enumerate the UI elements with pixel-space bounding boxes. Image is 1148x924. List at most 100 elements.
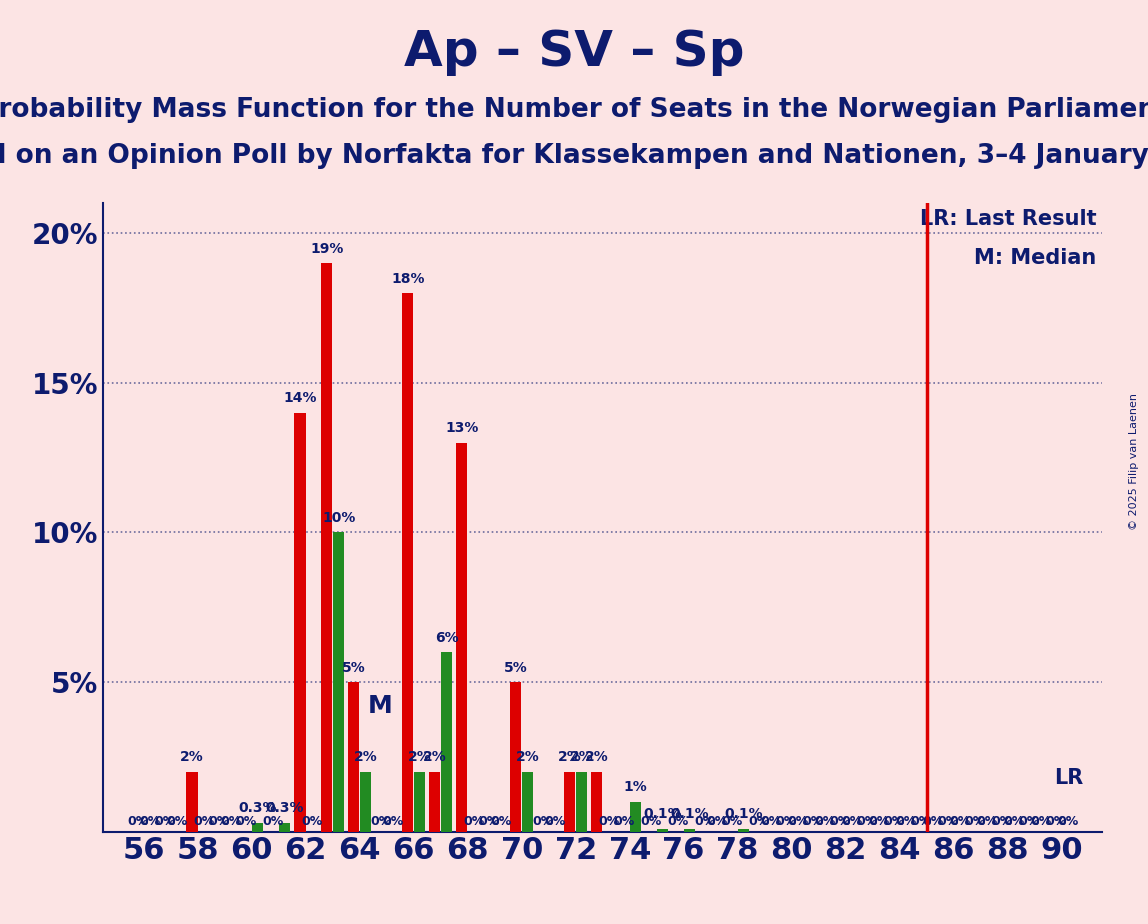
- Text: 0%: 0%: [964, 815, 985, 828]
- Text: 0%: 0%: [301, 815, 323, 828]
- Bar: [510, 682, 521, 832]
- Text: 2%: 2%: [422, 750, 447, 764]
- Text: 0%: 0%: [949, 815, 970, 828]
- Bar: [279, 822, 290, 832]
- Bar: [360, 772, 371, 832]
- Text: 2%: 2%: [569, 750, 594, 764]
- Text: © 2025 Filip van Laenen: © 2025 Filip van Laenen: [1130, 394, 1139, 530]
- Text: 0%: 0%: [382, 815, 403, 828]
- Text: 0%: 0%: [208, 815, 230, 828]
- Text: 0%: 0%: [235, 815, 256, 828]
- Text: 0.1%: 0.1%: [670, 808, 709, 821]
- Text: 1%: 1%: [623, 780, 647, 795]
- Text: 0%: 0%: [127, 815, 148, 828]
- Text: 0.3%: 0.3%: [239, 801, 277, 815]
- Text: 2%: 2%: [584, 750, 608, 764]
- Text: 0%: 0%: [463, 815, 484, 828]
- Text: 14%: 14%: [284, 391, 317, 406]
- Text: 0%: 0%: [695, 815, 715, 828]
- Text: 0%: 0%: [166, 815, 187, 828]
- Bar: [348, 682, 359, 832]
- Bar: [429, 772, 441, 832]
- Text: 5%: 5%: [504, 661, 528, 675]
- Text: 0%: 0%: [910, 815, 931, 828]
- Bar: [738, 829, 750, 832]
- Text: 0%: 0%: [721, 815, 743, 828]
- Bar: [333, 532, 344, 832]
- Text: 0%: 0%: [613, 815, 635, 828]
- Text: 0%: 0%: [991, 815, 1013, 828]
- Bar: [186, 772, 197, 832]
- Text: Probability Mass Function for the Number of Seats in the Norwegian Parliament: Probability Mass Function for the Number…: [0, 97, 1148, 123]
- Text: 0%: 0%: [937, 815, 959, 828]
- Text: Ap – SV – Sp: Ap – SV – Sp: [404, 28, 744, 76]
- Text: 0%: 0%: [1003, 815, 1024, 828]
- Bar: [321, 263, 333, 832]
- Text: LR: LR: [1054, 768, 1084, 788]
- Text: 0%: 0%: [1018, 815, 1039, 828]
- Text: 0%: 0%: [829, 815, 851, 828]
- Text: 0%: 0%: [706, 815, 727, 828]
- Bar: [576, 772, 588, 832]
- Text: 0%: 0%: [220, 815, 241, 828]
- Text: 0%: 0%: [154, 815, 176, 828]
- Text: 0%: 0%: [814, 815, 836, 828]
- Text: LR: Last Result: LR: Last Result: [920, 209, 1096, 229]
- Bar: [253, 822, 263, 832]
- Text: 2%: 2%: [354, 750, 378, 764]
- Text: 0%: 0%: [490, 815, 511, 828]
- Text: 0%: 0%: [139, 815, 161, 828]
- Bar: [456, 443, 467, 832]
- Text: M: Median: M: Median: [975, 249, 1096, 268]
- Text: 2%: 2%: [180, 750, 203, 764]
- Text: 5%: 5%: [342, 661, 366, 675]
- Bar: [414, 772, 426, 832]
- Text: 0%: 0%: [544, 815, 565, 828]
- Text: Based on an Opinion Poll by Norfakta for Klassekampen and Nationen, 3–4 January : Based on an Opinion Poll by Norfakta for…: [0, 143, 1148, 169]
- Bar: [657, 829, 668, 832]
- Text: 0%: 0%: [262, 815, 284, 828]
- Text: 0%: 0%: [856, 815, 877, 828]
- Bar: [294, 413, 305, 832]
- Text: 0%: 0%: [1045, 815, 1066, 828]
- Text: 0.3%: 0.3%: [265, 801, 304, 815]
- Text: 2%: 2%: [515, 750, 540, 764]
- Text: 0%: 0%: [841, 815, 862, 828]
- Text: 13%: 13%: [445, 421, 479, 435]
- Text: 0%: 0%: [802, 815, 823, 828]
- Text: 0%: 0%: [370, 815, 391, 828]
- Text: 0%: 0%: [533, 815, 553, 828]
- Text: 0%: 0%: [760, 815, 782, 828]
- Text: 6%: 6%: [435, 630, 458, 645]
- Text: 0%: 0%: [775, 815, 797, 828]
- Text: 0%: 0%: [976, 815, 998, 828]
- Text: 18%: 18%: [391, 272, 425, 286]
- Bar: [522, 772, 534, 832]
- Text: 2%: 2%: [558, 750, 582, 764]
- Bar: [402, 293, 413, 832]
- Text: 0%: 0%: [598, 815, 619, 828]
- Text: 0%: 0%: [748, 815, 769, 828]
- Bar: [441, 652, 452, 832]
- Text: 10%: 10%: [323, 511, 356, 525]
- Text: 0%: 0%: [883, 815, 905, 828]
- Text: 0%: 0%: [641, 815, 661, 828]
- Text: M: M: [367, 694, 393, 718]
- Text: 0%: 0%: [922, 815, 944, 828]
- Text: 0%: 0%: [895, 815, 916, 828]
- Text: 2%: 2%: [408, 750, 432, 764]
- Text: 0%: 0%: [1030, 815, 1052, 828]
- Text: 19%: 19%: [310, 242, 343, 256]
- Text: 0%: 0%: [667, 815, 689, 828]
- Text: 0%: 0%: [1057, 815, 1078, 828]
- Bar: [591, 772, 603, 832]
- Text: 0%: 0%: [193, 815, 215, 828]
- Text: 0%: 0%: [479, 815, 499, 828]
- Text: 0%: 0%: [868, 815, 890, 828]
- Text: 0%: 0%: [788, 815, 808, 828]
- Bar: [684, 829, 696, 832]
- Bar: [564, 772, 575, 832]
- Text: 0.1%: 0.1%: [643, 808, 682, 821]
- Text: 0.1%: 0.1%: [724, 808, 763, 821]
- Bar: [630, 802, 642, 832]
